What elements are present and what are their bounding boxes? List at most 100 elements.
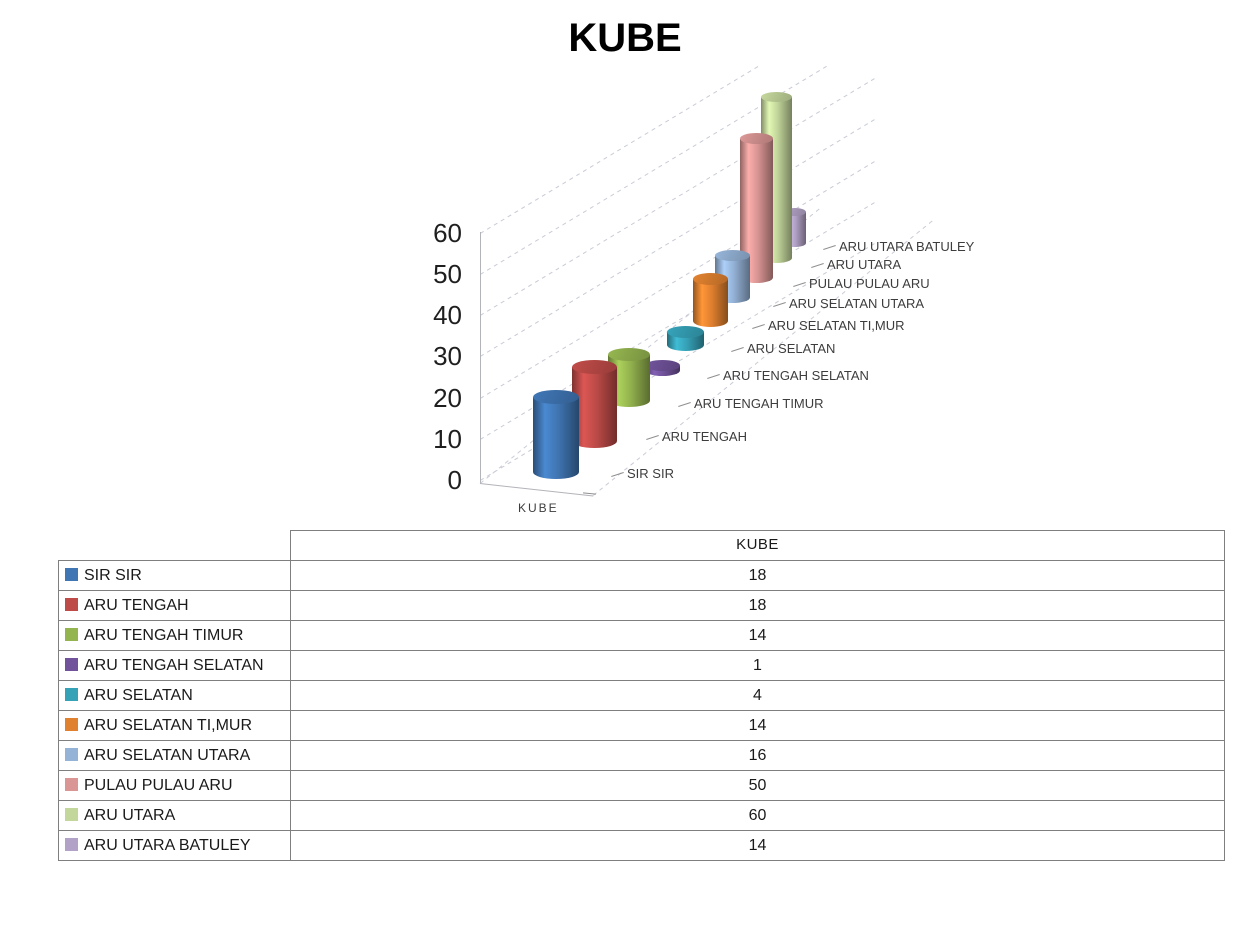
cylinder-top [608, 348, 650, 361]
cylinder-aru-selatan [667, 326, 704, 351]
category-cell: ARU SELATAN UTARA [58, 739, 291, 771]
category-cell: ARU SELATAN [58, 679, 291, 711]
data-table: KUBE SIR SIR 18 ARU TENGAH 18 ARU TENGAH TIM… [58, 530, 1225, 861]
series-axis-label: KUBE [518, 501, 559, 515]
category-cell: ARU TENGAH TIMUR [58, 619, 291, 651]
legend-swatch-icon [65, 597, 78, 611]
category-name: ARU SELATAN UTARA [84, 746, 251, 764]
value-cell: 4 [290, 679, 1225, 711]
value-cell: 18 [290, 589, 1225, 621]
table-row: SIR SIR 18 [58, 559, 1225, 591]
category-tick [752, 324, 765, 329]
category-tick [678, 402, 691, 407]
y-tick-label-0: 0 [447, 465, 462, 495]
cylinder-body [533, 397, 579, 479]
cylinder-aru-tengah [572, 360, 617, 448]
category-label-aru-selatan-ti-mur: ARU SELATAN TI,MUR [768, 318, 905, 333]
category-tick [707, 374, 720, 379]
category-tick [811, 263, 824, 268]
table-row: ARU TENGAH SELATAN 1 [58, 649, 1225, 681]
y-tick-label-60: 60 [433, 217, 462, 248]
category-label-aru-utara-batuley: ARU UTARA BATULEY [839, 239, 975, 254]
category-cell: ARU SELATAN TI,MUR [58, 709, 291, 741]
cylinder-top [715, 250, 750, 261]
floor-front-edge [479, 483, 594, 497]
category-label-aru-tengah: ARU TENGAH [662, 429, 747, 444]
table-header-cell: KUBE [290, 530, 1225, 561]
category-name: ARU UTARA [84, 806, 176, 824]
table-row: ARU SELATAN UTARA 16 [58, 739, 1225, 771]
y-tick-label-10: 10 [433, 423, 462, 454]
cylinder-top [572, 360, 617, 374]
table-corner-cell [59, 531, 291, 561]
depth-gridline [480, 65, 875, 275]
y-tick-label-30: 30 [433, 341, 462, 372]
cylinder-aru-tengah-selatan [645, 360, 680, 376]
category-cell: ARU TENGAH [58, 589, 291, 621]
value-cell: 14 [290, 619, 1225, 651]
cylinder-sir-sir [533, 390, 579, 479]
category-tick [823, 245, 836, 250]
table-row: PULAU PULAU ARU 50 [58, 769, 1225, 801]
table-row: ARU TENGAH 18 [58, 589, 1225, 621]
category-tick [731, 347, 744, 352]
category-label-aru-utara: ARU UTARA [827, 257, 902, 272]
legend-swatch-icon [65, 717, 78, 731]
category-cell: PULAU PULAU ARU [58, 769, 291, 801]
table-row: ARU SELATAN 4 [58, 679, 1225, 711]
table-row: ARU UTARA 60 [58, 799, 1225, 831]
table-row: ARU UTARA BATULEY 14 [58, 829, 1225, 861]
legend-swatch-icon [65, 657, 78, 671]
category-name: ARU SELATAN [84, 686, 193, 704]
category-label-pulau-pulau-aru: PULAU PULAU ARU [809, 276, 930, 291]
cylinder-top [645, 360, 680, 371]
category-name: PULAU PULAU ARU [84, 776, 233, 794]
category-name: ARU TENGAH SELATAN [84, 656, 264, 674]
value-cell: 60 [290, 799, 1225, 831]
cylinder-body [693, 279, 728, 327]
category-name: ARU UTARA BATULEY [84, 836, 251, 854]
category-cell: ARU UTARA BATULEY [58, 829, 291, 861]
cylinder-top [533, 390, 579, 404]
y-tick-label-20: 20 [433, 382, 462, 413]
category-cell: ARU TENGAH SELATAN [58, 649, 291, 681]
category-label-aru-selatan: ARU SELATAN [747, 341, 836, 356]
cylinder-top [667, 326, 704, 338]
cylinder-3d-chart: KUBE 0 10 20 30 40 50 60 SIR SIR ARU TENGAH ARU T… [400, 65, 1060, 523]
legend-swatch-icon [65, 837, 78, 851]
table-row: ARU SELATAN TI,MUR 14 [58, 709, 1225, 741]
category-label-aru-tengah-timur: ARU TENGAH TIMUR [694, 396, 824, 411]
category-name: ARU SELATAN TI,MUR [84, 716, 253, 734]
y-tick-label-40: 40 [433, 300, 462, 331]
value-cell: 14 [290, 709, 1225, 741]
value-axis-line [480, 232, 481, 483]
category-cell: SIR SIR [58, 559, 291, 591]
category-name: ARU TENGAH [84, 596, 189, 614]
category-label-sir-sir: SIR SIR [627, 466, 674, 481]
value-cell: 14 [290, 829, 1225, 861]
table-row: ARU TENGAH TIMUR 14 [58, 619, 1225, 651]
value-cell: 50 [290, 769, 1225, 801]
depth-gridline [480, 65, 875, 234]
legend-swatch-icon [65, 627, 78, 641]
cylinder-body [572, 367, 617, 448]
value-cell: 16 [290, 739, 1225, 771]
cylinder-top [740, 133, 773, 144]
cylinder-aru-selatan-ti-mur [693, 273, 728, 327]
y-tick-label-50: 50 [433, 259, 462, 289]
table-header-row: KUBE [59, 530, 1225, 561]
legend-swatch-icon [65, 747, 78, 761]
category-label-aru-tengah-selatan: ARU TENGAH SELATAN [723, 368, 869, 383]
category-cell: ARU UTARA [58, 799, 291, 831]
legend-swatch-icon [65, 777, 78, 791]
cylinder-top [783, 208, 806, 216]
legend-swatch-icon [65, 687, 78, 701]
legend-swatch-icon [65, 567, 78, 581]
cylinder-top [693, 273, 728, 285]
category-tick [646, 435, 659, 440]
value-cell: 18 [290, 559, 1225, 591]
value-cell: 1 [290, 649, 1225, 681]
category-name: SIR SIR [84, 566, 142, 584]
category-name: ARU TENGAH TIMUR [84, 626, 244, 644]
